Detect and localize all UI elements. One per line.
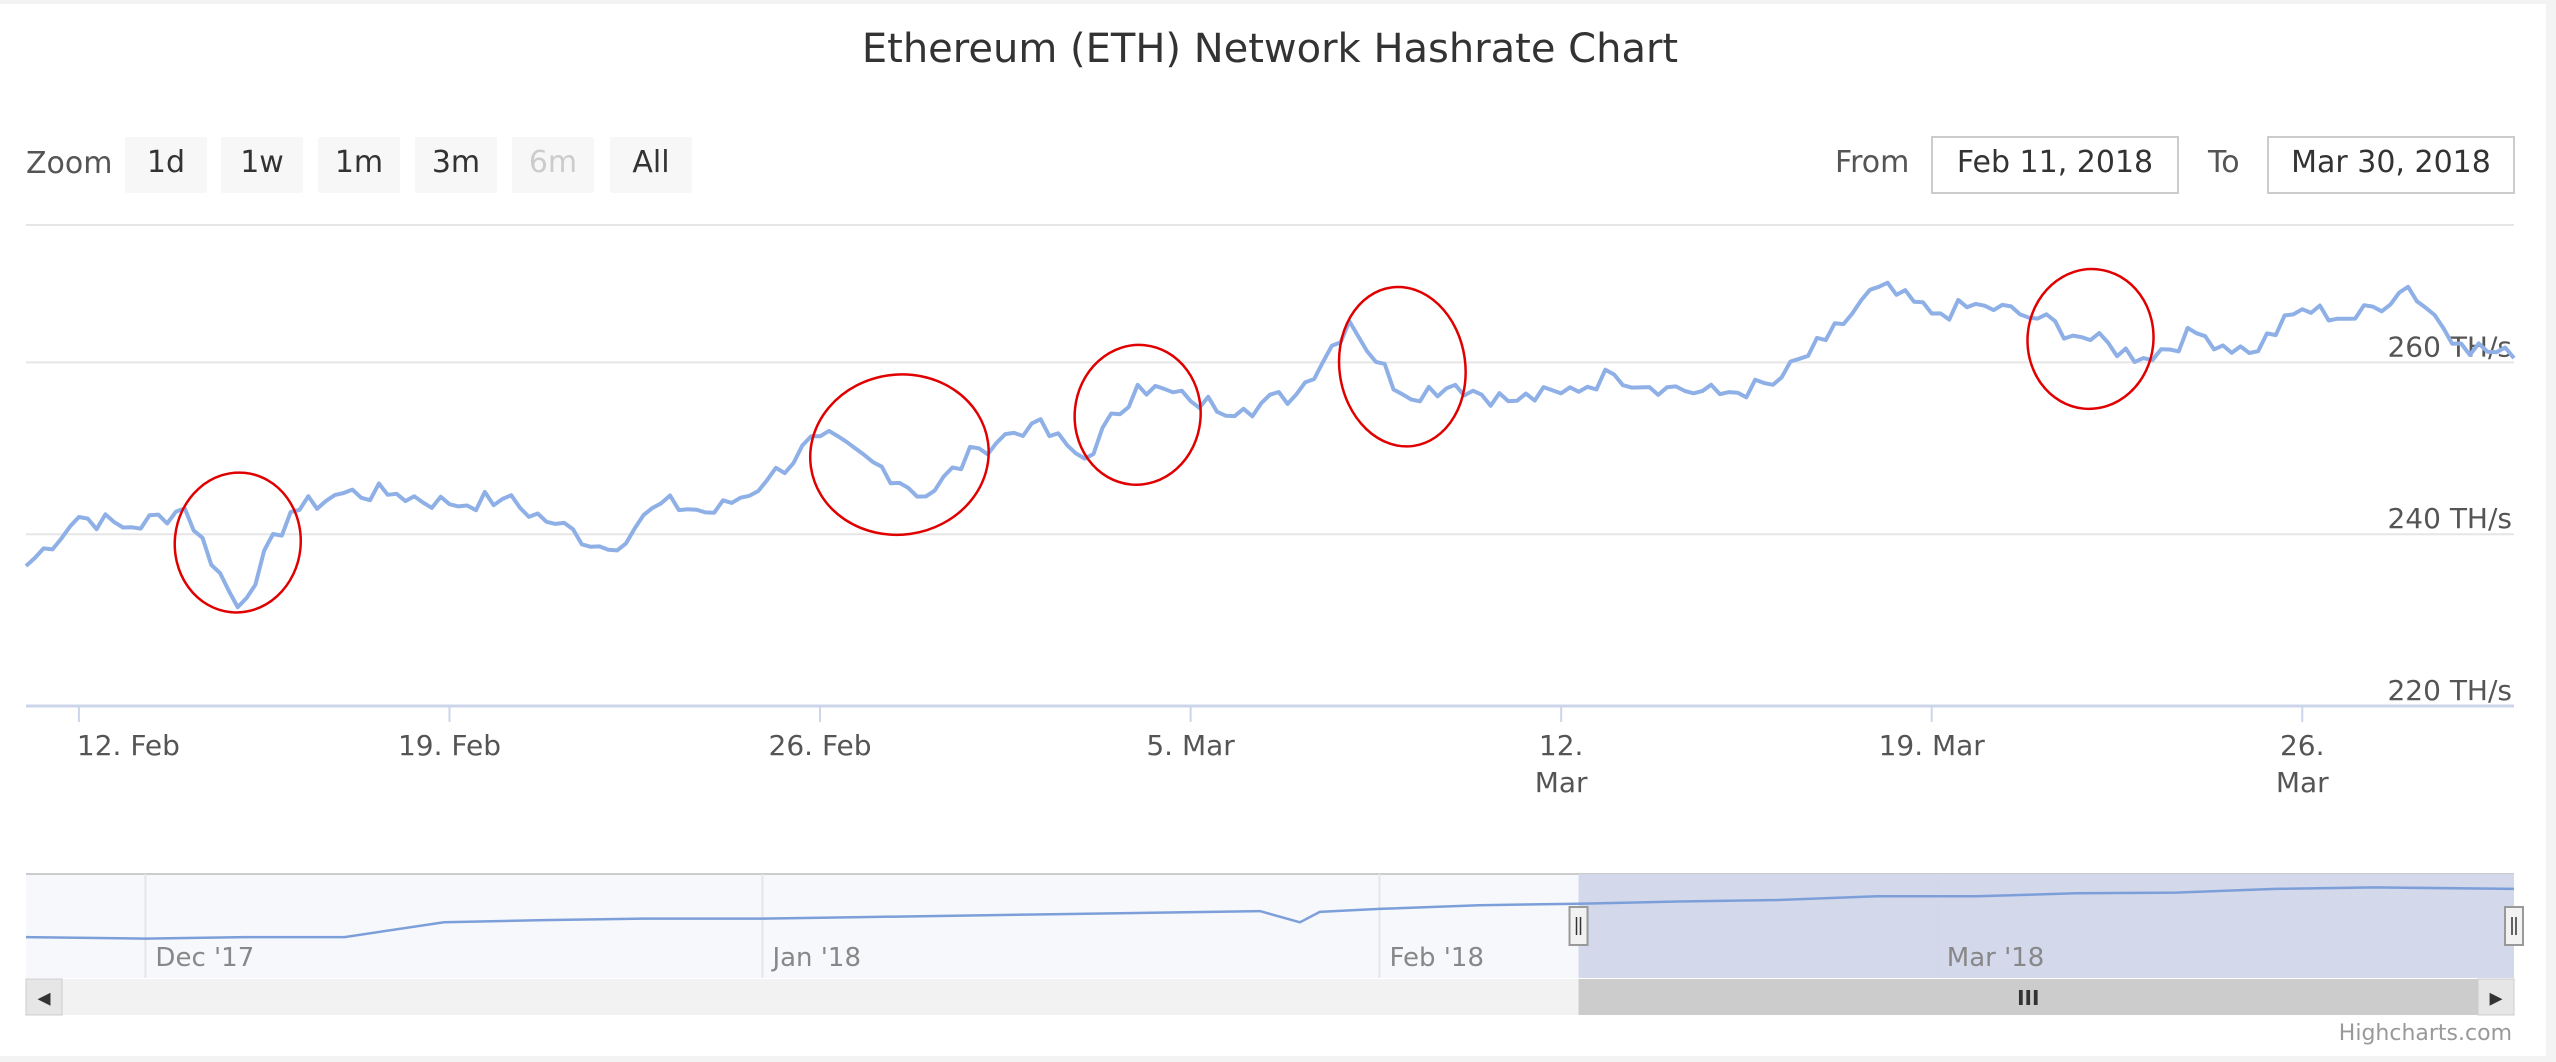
zoom-button-label: 1m <box>335 145 383 180</box>
x-tick-label: 12. <box>1539 729 1584 762</box>
zoom-button-1w[interactable] <box>221 137 303 193</box>
grid-lines <box>26 361 2514 536</box>
scrollbar-grip-icon: III <box>2017 986 2039 1010</box>
y-tick-label: 220 TH/s <box>2387 674 2512 707</box>
zoom-buttons: 1d 1w 1m 3m 6m All <box>125 137 692 193</box>
hashrate-series-line <box>24 280 2516 610</box>
navigator-series-line <box>25 886 2515 940</box>
to-label: To <box>2207 145 2240 180</box>
x-tick-label: 12. Feb <box>77 729 180 762</box>
scrollbar-left-button[interactable] <box>25 978 63 1016</box>
navigator-selected-range[interactable] <box>1578 874 2514 978</box>
zoom-button-label: All <box>632 145 669 180</box>
zoom-button-label: 1d <box>147 145 185 180</box>
annotation-circle <box>1073 343 1202 486</box>
from-label: From <box>1835 145 1909 180</box>
navigator-left-handle[interactable] <box>1568 906 1589 946</box>
zoom-button-1m[interactable] <box>318 137 400 193</box>
x-tick-label: 5. Mar <box>1146 729 1235 762</box>
zoom-button-1d[interactable] <box>125 137 207 193</box>
navigator-right-handle[interactable] <box>2504 906 2524 946</box>
highcharts-credit-link[interactable]: Highcharts.com <box>2339 1021 2512 1046</box>
annotation-circle <box>2026 267 2155 411</box>
red-annotation-circles <box>173 267 2155 614</box>
scrollbar-right-arrow-icon: ▸ <box>2489 983 2502 1013</box>
x-axis-ticks: 12. Feb 19. Feb 26. Feb 5. Mar 12. Mar 19. Mar… <box>77 706 2329 799</box>
to-date-input[interactable] <box>2267 136 2515 194</box>
navigator-month-label: Feb '18 <box>1389 943 1484 973</box>
y-tick-label: 240 TH/s <box>2387 502 2512 535</box>
navigator-labels: Dec '17 Jan '18 Feb '18 Mar '18 <box>155 943 2044 973</box>
zoom-button-label: 1w <box>240 145 284 180</box>
annotation-circle <box>1337 285 1467 448</box>
from-date-value: Feb 11, 2018 <box>1957 145 2153 180</box>
navigator-month-label: Jan '18 <box>770 943 861 973</box>
zoom-button-label: 6m <box>529 145 577 180</box>
x-tick-label-line2: Mar <box>1535 766 1588 799</box>
annotation-circle <box>173 471 303 614</box>
x-tick-label-line2: Mar <box>2276 766 2329 799</box>
x-tick-label: 19. Mar <box>1879 729 1986 762</box>
from-date-input[interactable] <box>1931 136 2179 194</box>
navigator-handles <box>1568 906 2524 946</box>
annotation-circle <box>808 373 990 537</box>
zoom-button-All[interactable] <box>610 137 692 193</box>
x-tick-label: 26. <box>2280 729 2325 762</box>
x-tick-label: 19. Feb <box>398 729 501 762</box>
x-tick-label: 26. Feb <box>769 729 872 762</box>
chart-title: Ethereum (ETH) Network Hashrate Chart <box>862 26 1678 72</box>
navigator-month-label: Dec '17 <box>155 943 254 973</box>
zoom-button-3m[interactable] <box>415 137 497 193</box>
navigator-month-label: Mar '18 <box>1947 943 2045 973</box>
zoom-button-label: 3m <box>432 145 480 180</box>
zoom-label: Zoom <box>26 146 112 181</box>
scrollbar-thumb[interactable] <box>1578 979 2478 1015</box>
to-date-value: Mar 30, 2018 <box>2291 145 2491 180</box>
scrollbar-right-button[interactable] <box>2477 978 2515 1016</box>
zoom-button-6m <box>512 137 594 193</box>
scrollbar-left-arrow-icon: ◂ <box>37 983 50 1013</box>
